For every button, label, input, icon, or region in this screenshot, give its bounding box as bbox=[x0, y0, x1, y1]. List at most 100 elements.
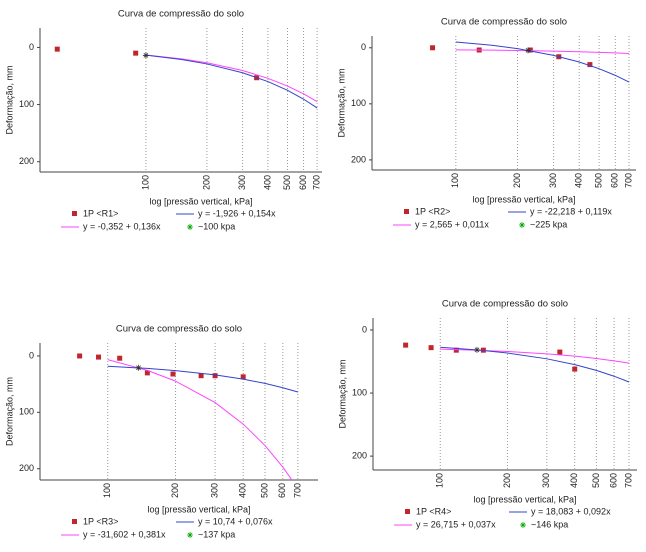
x-tick-label: 100 bbox=[140, 175, 150, 190]
x-tick-label: 700 bbox=[292, 483, 302, 498]
chart-title: Curva de compressão do solo bbox=[118, 9, 244, 20]
data-point bbox=[453, 347, 459, 353]
x-tick-label: 300 bbox=[209, 483, 219, 498]
legend-label: y = 10,74 + 0,076x bbox=[198, 516, 273, 526]
x-tick-label: 600 bbox=[610, 173, 620, 188]
fit-line bbox=[440, 346, 630, 383]
y-tick-label: 200 bbox=[19, 156, 34, 166]
fit-line bbox=[455, 41, 630, 83]
x-tick-label: 700 bbox=[623, 473, 633, 488]
legend-swatch bbox=[405, 509, 410, 514]
fit-line bbox=[455, 49, 630, 55]
x-tick-label: 700 bbox=[311, 175, 321, 190]
x-tick-label: 600 bbox=[608, 473, 618, 488]
y-tick-label: 100 bbox=[19, 407, 34, 417]
fit-line bbox=[145, 54, 318, 103]
x-tick-label: 600 bbox=[277, 483, 287, 498]
legend-label: ~100 kpa bbox=[198, 221, 235, 231]
x-tick-label: 400 bbox=[262, 175, 272, 190]
legend-label: y = -22,218 + 0,119x bbox=[530, 206, 612, 216]
data-point bbox=[572, 366, 578, 372]
y-axis-label: Deformação, mm bbox=[337, 359, 347, 428]
y-tick-label: 200 bbox=[352, 450, 367, 460]
data-point bbox=[77, 353, 83, 359]
y-tick-label: 0 bbox=[362, 324, 367, 334]
star-point bbox=[142, 52, 149, 59]
x-tick-label: 100 bbox=[435, 473, 445, 488]
x-tick-label: 200 bbox=[201, 175, 211, 190]
legend-swatch bbox=[520, 522, 526, 528]
x-tick-label: 200 bbox=[502, 473, 512, 488]
legend-label: ~137 kpa bbox=[198, 529, 235, 539]
data-point bbox=[133, 50, 139, 56]
star-point bbox=[473, 346, 480, 353]
legend-swatch bbox=[187, 224, 193, 230]
x-tick-label: 400 bbox=[569, 473, 579, 488]
x-tick-label: 500 bbox=[259, 483, 269, 498]
legend-swatch bbox=[72, 211, 77, 216]
data-point bbox=[587, 62, 593, 68]
chart-title: Curva de compressão do solo bbox=[441, 17, 567, 28]
star-point bbox=[525, 47, 532, 54]
y-tick-label: 200 bbox=[351, 154, 366, 164]
x-tick-label: 500 bbox=[591, 473, 601, 488]
data-point bbox=[170, 371, 176, 377]
legend-label: 1P <R3> bbox=[83, 516, 118, 526]
fit-line bbox=[145, 54, 318, 109]
data-point bbox=[430, 45, 436, 51]
x-axis-label: log [pressão vertical, kPa] bbox=[472, 194, 575, 204]
legend-swatch bbox=[187, 532, 193, 538]
fit-line bbox=[440, 348, 630, 364]
x-tick-label: 300 bbox=[237, 175, 247, 190]
y-tick-label: 200 bbox=[19, 463, 34, 473]
y-axis-label: Deformação, mm bbox=[4, 377, 14, 446]
x-tick-label: 400 bbox=[574, 173, 584, 188]
x-tick-label: 300 bbox=[541, 473, 551, 488]
x-tick-label: 200 bbox=[170, 483, 180, 498]
fit-line bbox=[107, 365, 299, 393]
data-point bbox=[428, 345, 434, 351]
star-point bbox=[135, 364, 142, 371]
x-tick-label: 100 bbox=[102, 483, 112, 498]
legend-label: y = -31,602 + 0,381x bbox=[83, 529, 166, 539]
legend-swatch bbox=[519, 222, 525, 228]
x-tick-label: 300 bbox=[548, 173, 558, 188]
y-tick-label: 0 bbox=[361, 42, 366, 52]
data-point bbox=[403, 342, 409, 348]
data-point bbox=[117, 355, 123, 361]
legend-label: 1P <R4> bbox=[416, 506, 451, 516]
data-point bbox=[212, 373, 218, 379]
chart-title: Curva de compressão do solo bbox=[442, 299, 568, 310]
data-point bbox=[96, 354, 102, 360]
data-point bbox=[144, 370, 150, 376]
legend-label: y = 26,715 + 0,037x bbox=[416, 519, 496, 529]
x-tick-label: 200 bbox=[512, 173, 522, 188]
x-tick-label: 100 bbox=[450, 173, 460, 188]
y-tick-label: 0 bbox=[29, 350, 34, 360]
legend-swatch bbox=[72, 519, 77, 524]
y-tick-label: 100 bbox=[19, 99, 34, 109]
legend-label: ~146 kpa bbox=[531, 519, 568, 529]
x-tick-label: 700 bbox=[623, 173, 633, 188]
legend-label: y = -1,926 + 0,154x bbox=[198, 208, 276, 218]
data-point bbox=[240, 374, 246, 380]
legend-swatch bbox=[404, 209, 409, 214]
legend-label: 1P <R1> bbox=[83, 208, 118, 218]
legend-label: y = 2,565 + 0,011x bbox=[415, 219, 489, 229]
y-axis-label: Deformação, mm bbox=[336, 68, 346, 137]
legend-label: y = 18,083 + 0,092x bbox=[531, 506, 611, 516]
legend-label: ~225 kpa bbox=[530, 219, 567, 229]
data-point bbox=[54, 46, 60, 52]
x-tick-label: 400 bbox=[238, 483, 248, 498]
fit-line bbox=[107, 359, 293, 480]
legend-label: 1P <R2> bbox=[415, 206, 450, 216]
chart-title: Curva de compressão do solo bbox=[116, 324, 242, 335]
data-point bbox=[557, 349, 563, 355]
y-axis-label: Deformação, mm bbox=[4, 65, 14, 134]
data-point bbox=[198, 373, 204, 379]
y-tick-label: 0 bbox=[29, 42, 34, 52]
legend-label: y = -0,352 + 0,136x bbox=[83, 221, 161, 231]
x-axis-label: log [pressão vertical, kPa] bbox=[149, 196, 252, 206]
x-axis-label: log [pressão vertical, kPa] bbox=[473, 494, 576, 504]
